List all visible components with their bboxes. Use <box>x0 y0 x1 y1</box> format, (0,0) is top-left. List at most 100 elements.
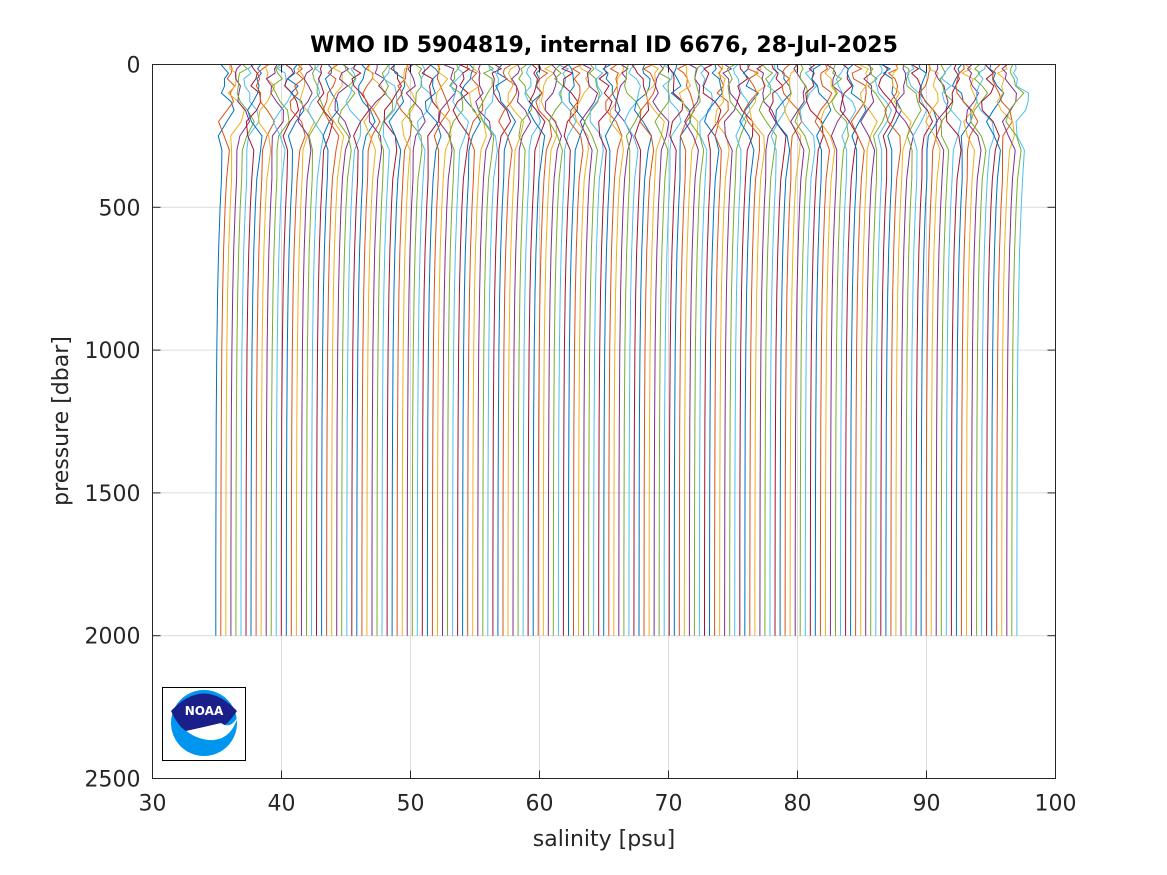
noaa-logo: NOAA <box>162 687 246 761</box>
logo-wave <box>186 716 238 741</box>
profile-line <box>891 64 912 636</box>
profile-line <box>270 64 290 636</box>
profile-line <box>255 64 275 636</box>
profile-line <box>819 64 837 636</box>
profile-line <box>1005 64 1025 636</box>
profile-line <box>960 64 978 636</box>
profile-line <box>939 64 954 636</box>
profile-line <box>383 64 402 636</box>
profile-line <box>561 64 579 636</box>
profile-line <box>289 64 306 636</box>
profile-line <box>345 64 362 636</box>
profile-line <box>381 64 398 636</box>
profile-line <box>934 64 949 636</box>
profile-line <box>901 64 922 636</box>
profile-line <box>811 64 832 636</box>
profile-line <box>460 64 482 636</box>
profile-line <box>970 64 989 636</box>
profile-line <box>756 64 778 636</box>
profile-line <box>235 64 255 636</box>
profile-line <box>831 64 849 636</box>
profile-line <box>688 64 705 636</box>
x-tick-label: 90 <box>913 792 941 817</box>
profile-line <box>702 64 722 636</box>
y-tick-label: 1000 <box>85 339 141 364</box>
profile-line <box>732 64 751 636</box>
x-tick-label: 50 <box>397 792 425 817</box>
profile-line <box>951 64 972 636</box>
profile-line <box>652 64 670 636</box>
profile-line <box>363 64 385 636</box>
profile-line <box>498 64 518 636</box>
y-tick-label: 1500 <box>85 482 141 507</box>
profile-line <box>602 64 621 636</box>
profile-line <box>583 64 600 636</box>
profile-line <box>351 64 370 636</box>
profile-line <box>783 64 802 636</box>
profile-line <box>321 64 339 636</box>
profile-line <box>767 64 787 636</box>
profile-line <box>895 64 914 636</box>
profile-line <box>955 64 979 636</box>
logo-text: NOAA <box>185 704 224 718</box>
profile-line <box>878 64 898 636</box>
profile-line <box>859 64 878 636</box>
profile-line <box>466 64 484 636</box>
profile-line <box>598 64 613 636</box>
profile-line <box>527 64 546 636</box>
profile-line <box>918 64 943 636</box>
profile-line <box>781 64 803 636</box>
profile-line <box>475 64 492 636</box>
x-tick-label: 100 <box>1035 792 1077 817</box>
profile-line <box>775 64 792 636</box>
profile-line <box>334 64 351 636</box>
profile-line <box>405 64 426 636</box>
profile-line <box>424 64 442 636</box>
axes-frame <box>152 64 1056 779</box>
profile-line <box>240 64 260 636</box>
profile-line <box>322 64 340 636</box>
profile-line <box>736 64 754 636</box>
profile-line <box>447 64 464 636</box>
profile-line <box>846 64 867 636</box>
profile-line <box>605 64 623 636</box>
profile-line <box>540 64 558 636</box>
profile-line <box>678 64 699 636</box>
profile-line <box>527 64 546 636</box>
profile-line <box>906 64 928 636</box>
profile-line <box>452 64 471 636</box>
profile-line <box>739 64 760 636</box>
profile-line <box>535 64 553 636</box>
profile-line <box>589 64 604 636</box>
profile-line <box>356 64 376 636</box>
profile-line <box>941 64 962 636</box>
profile-line <box>337 64 356 636</box>
profile-line <box>245 64 262 636</box>
profile-line <box>579 64 599 636</box>
profile-line <box>965 64 982 636</box>
profile-line <box>714 64 730 636</box>
profile-line <box>918 64 938 636</box>
profile-line <box>495 64 517 636</box>
profile-line <box>910 64 934 636</box>
chart-title: WMO ID 5904819, internal ID 6676, 28-Jul… <box>310 33 898 58</box>
profile-line <box>623 64 641 636</box>
profile-line <box>704 64 723 636</box>
profile-line <box>925 64 941 636</box>
x-tick-label: 80 <box>784 792 812 817</box>
y-tick-label: 2000 <box>85 625 141 650</box>
profile-line <box>416 64 432 636</box>
profile-line <box>631 64 650 636</box>
profile-line <box>743 64 761 636</box>
profile-line <box>568 64 584 636</box>
profile-line <box>215 64 235 636</box>
profile-line <box>633 64 653 636</box>
profile-line <box>826 64 846 636</box>
profile-line <box>799 64 818 636</box>
profile-line <box>401 64 417 636</box>
profile-line <box>654 64 671 636</box>
profile-line <box>985 64 1005 636</box>
profile-line <box>230 64 251 636</box>
profile-line <box>1001 64 1017 636</box>
